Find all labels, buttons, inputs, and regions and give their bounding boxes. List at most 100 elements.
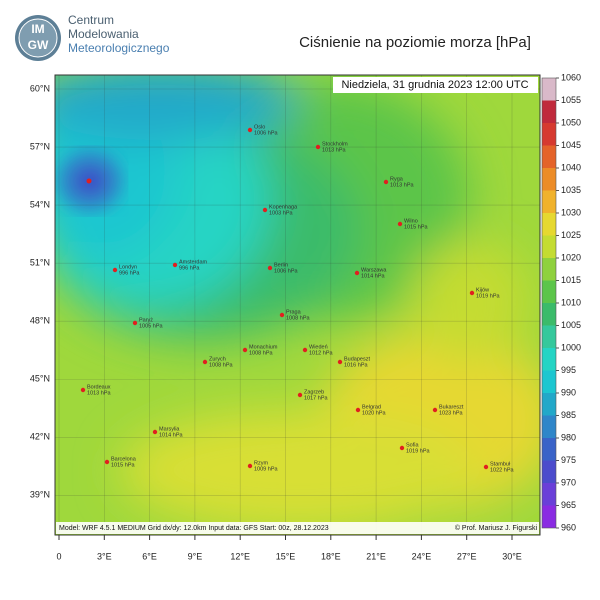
city-pressure: 1014 hPa [159,432,183,438]
city-name: Stambuł [490,461,511,467]
city-dot [267,265,273,271]
colorbar-label: 985 [561,410,576,420]
city-pressure: 1013 hPa [87,390,111,396]
lon-label: 27°E [457,551,477,561]
colorbar-label: 965 [561,500,576,510]
colorbar-segment [542,213,556,236]
colorbar-segment [542,258,556,281]
footer-model: Model: WRF 4.5.1 MEDIUM Grid dx/dy: 12.0… [59,525,329,532]
lat-label: 57°N [30,141,50,151]
city-dot [247,463,253,469]
pressure-field [55,75,540,535]
org-name: Meteorologicznego [68,41,170,55]
footer-author: © Prof. Mariusz J. Figurski [455,524,538,532]
city-pressure: 1020 hPa [362,410,386,416]
colorbar-label: 1000 [561,342,581,352]
colorbar-segment [542,460,556,483]
lon-label: 24°E [412,551,432,561]
lat-label: 45°N [30,374,50,384]
org-name: Modelowania [68,27,139,41]
city-dot [315,144,321,150]
colorbar-segment [542,235,556,258]
colorbar-label: 1045 [561,140,581,150]
city-name: Zurych [209,356,226,362]
city-pressure: 1023 hPa [439,410,463,416]
city-name: Barcelona [111,456,137,462]
lat-label: 54°N [30,199,50,209]
city-pressure: 1015 hPa [111,462,135,468]
city-pressure: 1009 hPa [254,466,278,472]
colorbar-segment [542,303,556,326]
city-pressure: 1008 hPa [249,350,273,356]
lon-label: 30°E [502,551,522,561]
lon-label: 6°E [142,551,157,561]
lon-label: 0 [56,551,61,561]
city-name: Sofia [406,442,419,448]
low-center [86,178,92,184]
title: Ciśnienie na poziomie morza [hPa] [299,34,531,51]
city-name: Belgrad [362,404,381,410]
city-name: Ryga [390,176,404,182]
lat-label: 42°N [30,432,50,442]
city-pressure: 996 hPa [119,270,140,276]
lon-label: 12°E [230,551,250,561]
colorbar-label: 1050 [561,117,581,127]
colorbar-label: 980 [561,432,576,442]
city-name: Paryż [139,317,153,323]
city-name: Zagrzeb [304,389,324,395]
city-name: Rzym [254,460,268,466]
city-dot [242,347,248,353]
city-name: Bordeaux [87,384,111,390]
city-dot [152,429,158,435]
city-name: Praga [286,309,302,315]
city-name: Kijów [476,287,489,293]
city-name: Bukareszt [439,404,464,410]
city-pressure: 1014 hPa [361,273,385,279]
city-pressure: 1003 hPa [269,210,293,216]
date-box [333,77,538,93]
colorbar-label: 1020 [561,252,581,262]
city-dot [104,459,110,465]
city-dot [112,267,118,273]
colorbar-label: 1005 [561,320,581,330]
city-pressure: 1015 hPa [404,224,428,230]
colorbar-segment [542,123,556,146]
city-name: Amsterdam [179,259,208,265]
city-pressure: 1016 hPa [344,362,368,368]
city-name: Warszawa [361,267,387,273]
logo-text: GW [28,38,49,52]
city-dot [279,312,285,318]
colorbar-segment [542,348,556,371]
colorbar-label: 1015 [561,275,581,285]
colorbar-segment [542,415,556,438]
colorbar-label: 1040 [561,162,581,172]
org-name: Centrum [68,13,114,27]
colorbar-segment [542,168,556,191]
city-dot [172,262,178,268]
city-dot [483,464,489,470]
colorbar-label: 975 [561,455,576,465]
city-pressure: 1006 hPa [254,130,278,136]
city-pressure: 1022 hPa [490,467,514,473]
city-pressure: 1012 hPa [309,350,333,356]
city-name: Wiedeń [309,344,328,350]
colorbar-label: 990 [561,387,576,397]
lat-label: 39°N [30,490,50,500]
colorbar-label: 1030 [561,207,581,217]
colorbar-label: 1055 [561,95,581,105]
city-dot [354,270,360,276]
city-dot [302,347,308,353]
city-name: Oslo [254,124,265,130]
footer-box [56,522,539,534]
date: Niedziela, 31 grudnia 2023 12:00 UTC [341,79,528,91]
city-pressure: 1013 hPa [390,182,414,188]
city-pressure: 1005 hPa [139,323,163,329]
map-frame [54,74,541,536]
colorbar-segment [542,325,556,348]
lat-label: 60°N [30,83,50,93]
city-pressure: 1019 hPa [476,293,500,299]
colorbar-segment [542,190,556,213]
lon-label: 9°E [188,551,203,561]
city-pressure: 1019 hPa [406,448,430,454]
